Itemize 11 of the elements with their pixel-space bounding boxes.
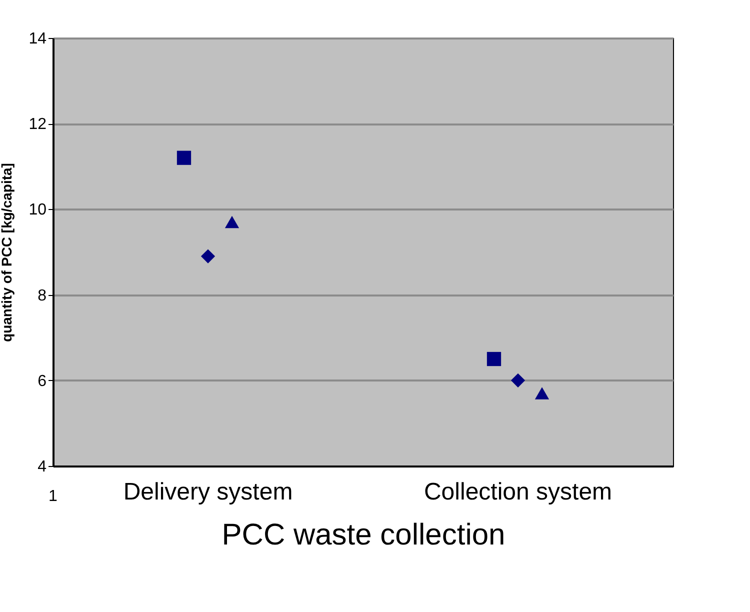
y-axis-title: quantity of PCC [kg/capita] bbox=[0, 163, 15, 342]
y-tick-label: 12 bbox=[28, 116, 47, 134]
text: 1 bbox=[48, 488, 58, 505]
x-tick-label: Delivery system bbox=[123, 478, 293, 506]
y-tick-label: 14 bbox=[28, 30, 47, 48]
x-axis-title: PCC waste collection bbox=[222, 518, 506, 552]
x-tick-label: Collection system bbox=[424, 478, 612, 506]
y-tick-label: 4 bbox=[38, 458, 47, 476]
y-tick-label: 6 bbox=[38, 372, 47, 390]
y-tick-label: 8 bbox=[38, 287, 47, 304]
y-tick-label: 10 bbox=[28, 202, 47, 219]
